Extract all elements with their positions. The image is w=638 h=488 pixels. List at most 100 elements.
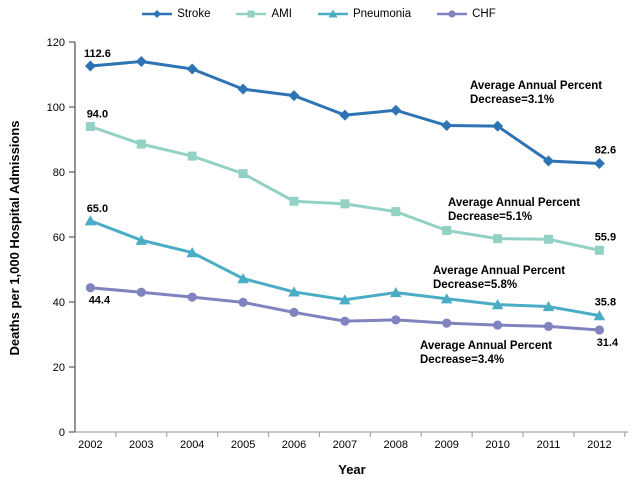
legend-ami-marker-icon [236, 10, 267, 18]
legend-item-ami: AMI [236, 8, 292, 20]
chf-last-value-label: 31.4 [597, 337, 619, 349]
chf-marker-2005 [238, 297, 248, 307]
legend-label-chf: CHF [472, 8, 496, 20]
stroke-marker-2006 [288, 90, 300, 102]
legend-marker [247, 10, 255, 18]
legend-marker [448, 10, 456, 18]
annotation-ami-line2: Decrease=5.1% [448, 211, 532, 223]
x-tick-label: 2011 [537, 439, 561, 451]
x-tick-label: 2004 [180, 439, 204, 451]
y-axis-title: Deaths per 1,000 Hospital Admissions [7, 120, 22, 355]
pneumonia-marker-2007 [339, 294, 351, 305]
chf-marker-2012 [594, 325, 605, 335]
legend-label-pneumonia: Pneumonia [352, 8, 412, 20]
stroke-marker-2012 [593, 158, 605, 170]
x-tick-label: 2010 [485, 439, 509, 451]
pneumonia-marker-2011 [542, 301, 555, 312]
chf-marker-2002 [85, 283, 95, 293]
ami-last-value-label: 55.9 [595, 231, 616, 243]
pneumonia-marker-2002 [84, 215, 97, 226]
legend-pneumonia-marker-icon [317, 9, 348, 18]
x-tick-label: 2007 [333, 439, 357, 451]
x-tick-label: 2008 [384, 439, 408, 451]
pneumonia-marker-2005 [237, 273, 249, 284]
stroke-marker-2003 [135, 56, 147, 67]
chf-marker-2004 [187, 292, 197, 302]
chf-first-value-label: 44.4 [89, 295, 111, 307]
chart-legend: Stroke AMI Pneumonia CHF [0, 8, 638, 20]
chf-marker-2006 [289, 307, 299, 317]
pneumonia-last-value-label: 35.8 [595, 297, 616, 309]
x-tick-label: 2005 [231, 439, 255, 451]
ami-marker-2010 [493, 234, 503, 244]
pneumonia-marker-2012 [593, 310, 606, 321]
legend-chf-marker-icon [437, 10, 468, 18]
annotations-layer: Average Annual Percent Decrease=3.1% Avera… [420, 80, 602, 366]
chf-marker-2007 [340, 316, 350, 326]
legend-label-ami: AMI [271, 8, 292, 20]
ami-marker-2003 [136, 139, 146, 149]
chf-marker-2011 [543, 321, 554, 331]
y-tick-label: 40 [53, 297, 65, 309]
ami-marker-2008 [391, 207, 401, 217]
stroke-marker-2009 [441, 120, 453, 132]
pneumonia-marker-2003 [135, 234, 148, 245]
axes-layer: 0 20 40 60 80 100 120 2002 2003 2004 2005 2006 2007 2… [47, 37, 628, 451]
legend-item-chf: CHF [437, 8, 496, 20]
y-tick-label: 20 [53, 362, 65, 374]
x-tick-label: 2009 [434, 439, 458, 451]
legend-marker [328, 9, 338, 18]
annotation-chf-line1: Average Annual Percent [420, 340, 552, 352]
x-tick-label: 2003 [129, 439, 153, 451]
pneumonia-marker-2006 [288, 286, 300, 297]
ami-first-value-label: 94.0 [87, 109, 108, 121]
y-tick-label: 60 [53, 232, 65, 244]
legend-item-stroke: Stroke [142, 8, 210, 20]
y-tick-label: 100 [47, 102, 65, 114]
stroke-marker-2005 [237, 83, 249, 95]
chf-marker-2010 [493, 320, 503, 330]
x-axis-title: Year [338, 462, 365, 477]
stroke-marker-2007 [339, 109, 351, 121]
data-labels-layer: 112.6 82.6 94.0 55.9 65.0 35.8 44.4 31.4 [84, 48, 619, 349]
chf-marker-2008 [391, 315, 401, 325]
pneumonia-marker-2004 [186, 247, 198, 258]
ami-marker-2011 [544, 234, 553, 244]
y-tick-label: 120 [47, 37, 65, 49]
annotation-pneumonia-line2: Decrease=5.8% [433, 279, 517, 291]
stroke-marker-2011 [543, 155, 554, 167]
pneumonia-first-value-label: 65.0 [87, 203, 108, 215]
ami-marker-2006 [289, 196, 299, 206]
legend-label-stroke: Stroke [177, 8, 211, 20]
annotation-chf-line2: Decrease=3.4% [420, 354, 504, 366]
y-tick-label: 0 [59, 427, 65, 439]
stroke-marker-2010 [492, 120, 504, 132]
x-tick-label: 2012 [587, 439, 611, 451]
stroke-marker-2008 [390, 104, 402, 116]
x-tick-label: 2002 [78, 439, 102, 451]
stroke-first-value-label: 112.6 [84, 48, 111, 60]
series-layer [84, 56, 606, 335]
legend-stroke-marker-icon [142, 10, 173, 18]
stroke-marker-2004 [186, 63, 198, 75]
ami-marker-2002 [85, 122, 95, 131]
legend-item-pneumonia: Pneumonia [317, 8, 412, 20]
annotation-stroke-line1: Average Annual Percent [470, 80, 602, 92]
chf-marker-2003 [136, 287, 146, 297]
ami-marker-2005 [238, 169, 248, 179]
legend-marker [153, 10, 162, 18]
ami-marker-2007 [340, 199, 350, 209]
chf-marker-2009 [442, 318, 452, 328]
pneumonia-marker-2008 [390, 287, 402, 298]
stroke-marker-2002 [84, 60, 96, 72]
y-tick-label: 80 [53, 167, 65, 179]
annotation-stroke-line2: Decrease=3.1% [470, 94, 554, 106]
annotation-pneumonia-line1: Average Annual Percent [433, 265, 565, 277]
ami-marker-2012 [594, 245, 604, 255]
pneumonia-marker-2010 [491, 299, 504, 310]
ami-marker-2009 [442, 226, 452, 235]
pneumonia-marker-2009 [440, 293, 453, 304]
ami-marker-2004 [187, 151, 197, 161]
